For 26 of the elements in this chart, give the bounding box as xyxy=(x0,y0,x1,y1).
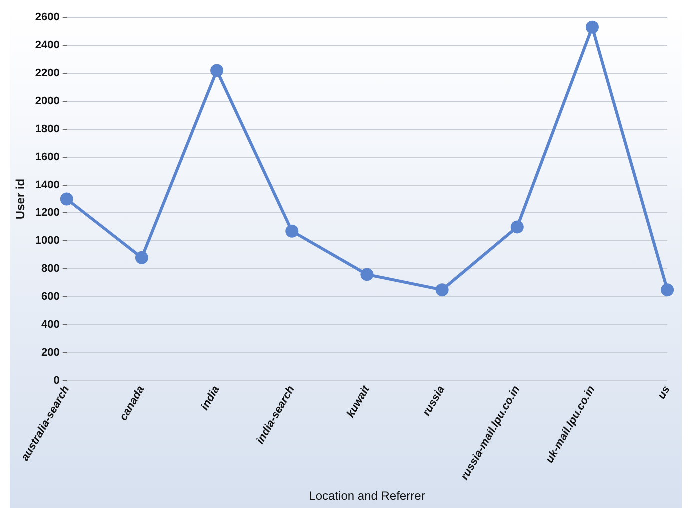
point xyxy=(661,284,674,297)
y-tick-label: 2600 xyxy=(35,12,60,24)
point xyxy=(210,64,224,78)
y-tick-label: 2200 xyxy=(35,68,60,80)
y-tick-label: 2000 xyxy=(35,95,60,108)
point xyxy=(586,20,599,34)
y-tick-label: 2400 xyxy=(35,40,60,52)
y-tick-label: 1000 xyxy=(35,235,60,248)
point xyxy=(135,251,148,264)
y-axis-title: User id xyxy=(14,178,28,220)
x-tick-label: us xyxy=(656,384,673,402)
point xyxy=(60,192,74,206)
x-axis-title: Location and Referrer xyxy=(309,489,426,504)
y-tick-label: 200 xyxy=(42,346,60,359)
point xyxy=(286,224,299,238)
y-tick-label: 800 xyxy=(42,263,60,276)
y-tick-label: 1200 xyxy=(35,207,60,220)
y-tick-label: 0 xyxy=(54,374,60,387)
point xyxy=(436,284,449,297)
y-tick-label: 1600 xyxy=(35,151,60,164)
point xyxy=(510,220,524,234)
y-tick-label: 1800 xyxy=(35,123,60,136)
y-tick-label: 600 xyxy=(42,291,60,304)
y-tick-label: 1400 xyxy=(35,179,60,192)
point xyxy=(360,268,374,282)
y-tick-label: 400 xyxy=(42,319,60,332)
